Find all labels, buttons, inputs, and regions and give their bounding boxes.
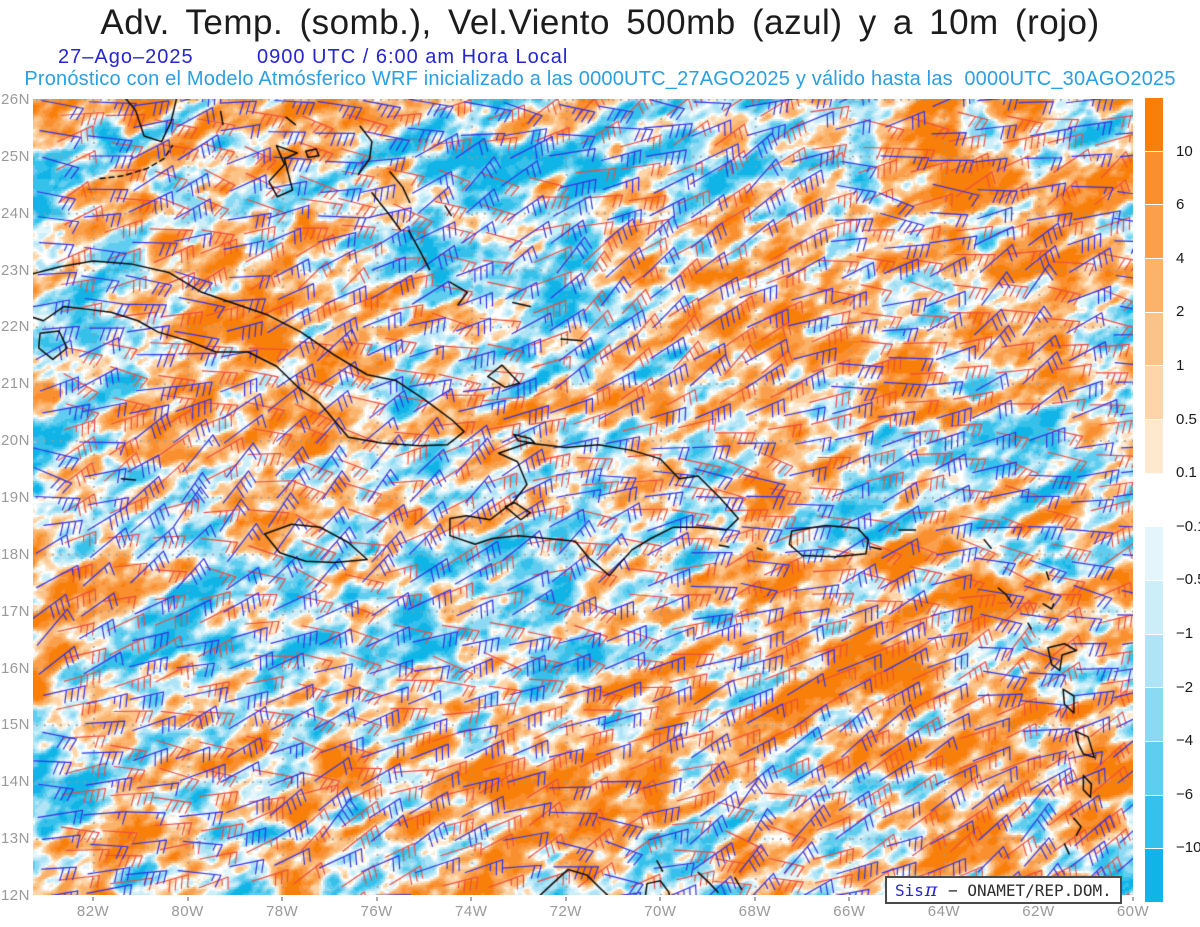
valid-time: 0900 UTC / 6:00 am Hora Local (257, 46, 569, 68)
colorbar-tick-0.5: 0.5 (1176, 410, 1197, 428)
lon-label-70W: 70W (644, 903, 677, 920)
lon-label-64W: 64W (927, 903, 961, 920)
lon-tick (375, 897, 378, 901)
lon-tick (753, 897, 756, 901)
lon-tick (470, 897, 473, 901)
lon-label-62W: 62W (1022, 903, 1055, 920)
colorbar-segment-14 (1145, 849, 1163, 903)
lat-label-21N: 21N (0, 375, 30, 393)
lat-label-12N: 12N (0, 887, 30, 904)
lon-label-80W: 80W (171, 903, 204, 920)
attribution-org: ONAMET/REP.DOM. (967, 880, 1112, 900)
lon-tick (564, 897, 567, 901)
lat-label-20N: 20N (0, 432, 30, 450)
colorbar-tick-−0.1: −0.1 (1176, 517, 1200, 535)
colorbar-tick-2: 2 (1176, 303, 1185, 321)
colorbar-tick-1: 1 (1176, 357, 1185, 374)
lon-label-72W: 72W (549, 903, 582, 920)
colorbar-tick-4: 4 (1176, 249, 1185, 267)
colorbar-segment-3 (1145, 259, 1163, 312)
colorbar-tick-−2: −2 (1176, 678, 1194, 696)
colorbar-segment-2 (1145, 205, 1163, 259)
lon-tick (281, 897, 284, 901)
lat-label-23N: 23N (0, 261, 30, 279)
lon-tick (1132, 897, 1134, 901)
colorbar-legend (1145, 98, 1163, 903)
colorbar-segment-9 (1145, 581, 1163, 634)
attribution-box: Sis π − ONAMET/REP.DOM. (885, 876, 1122, 904)
lon-label-66W: 66W (833, 903, 866, 920)
lon-label-76W: 76W (360, 903, 393, 920)
lon-tick (186, 897, 189, 901)
colorbar-tick-6: 6 (1176, 196, 1185, 214)
forecast-line: Pronóstico con el Modelo Atmósferico WRF… (24, 68, 1176, 90)
attribution-separator: − (938, 880, 968, 900)
map-canvas (33, 99, 1133, 895)
lat-label-13N: 13N (0, 830, 30, 848)
lat-label-26N: 26N (0, 91, 30, 108)
colorbar-tick-−0.5: −0.5 (1176, 571, 1200, 589)
colorbar-segment-10 (1145, 634, 1163, 688)
lat-label-14N: 14N (0, 773, 30, 791)
date-line: 27–Ago–2025 0900 UTC / 6:00 am Hora Loca… (0, 46, 1200, 68)
colorbar-tick-0.1: 0.1 (1176, 464, 1197, 482)
lat-label-19N: 19N (0, 489, 30, 506)
colorbar-segment-5 (1145, 366, 1163, 420)
colorbar-tick-−4: −4 (1176, 732, 1194, 750)
colorbar-tick-−6: −6 (1176, 785, 1194, 803)
lat-label-25N: 25N (0, 147, 30, 165)
colorbar-tick-−10: −10 (1176, 839, 1200, 857)
lat-label-16N: 16N (0, 659, 30, 677)
colorbar-segment-4 (1145, 312, 1163, 366)
lon-label-82W: 82W (76, 903, 110, 920)
brand-sis: Sis (895, 880, 924, 900)
lon-label-78W: 78W (265, 903, 299, 920)
valid-date: 27–Ago–2025 (58, 46, 194, 68)
lon-label-68W: 68W (738, 903, 771, 920)
colorbar-segment-1 (1145, 151, 1163, 205)
lon-tick (659, 897, 662, 901)
colorbar-tick-10: 10 (1176, 142, 1193, 160)
lon-tick (92, 897, 95, 901)
lon-label-60W: 60W (1116, 903, 1150, 920)
lon-tick (848, 897, 851, 901)
colorbar-segment-8 (1145, 527, 1163, 581)
map-area (33, 99, 1133, 895)
colorbar-segment-13 (1145, 795, 1163, 849)
lon-label-74W: 74W (455, 903, 488, 920)
lat-label-22N: 22N (0, 318, 30, 336)
colorbar-segment-6 (1145, 420, 1163, 473)
lat-label-17N: 17N (0, 602, 30, 620)
brand-pi-icon: π (924, 879, 938, 901)
colorbar-segment-12 (1145, 742, 1163, 795)
lat-label-24N: 24N (0, 204, 30, 222)
colorbar-segment-7 (1145, 473, 1163, 527)
page-title: Adv. Temp. (somb.), Vel.Viento 500mb (az… (100, 3, 1100, 42)
lat-label-18N: 18N (0, 545, 30, 563)
colorbar-segment-0 (1145, 98, 1163, 151)
colorbar-tick-−1: −1 (1176, 625, 1194, 642)
lat-label-15N: 15N (0, 716, 30, 734)
colorbar-segment-11 (1145, 688, 1163, 742)
